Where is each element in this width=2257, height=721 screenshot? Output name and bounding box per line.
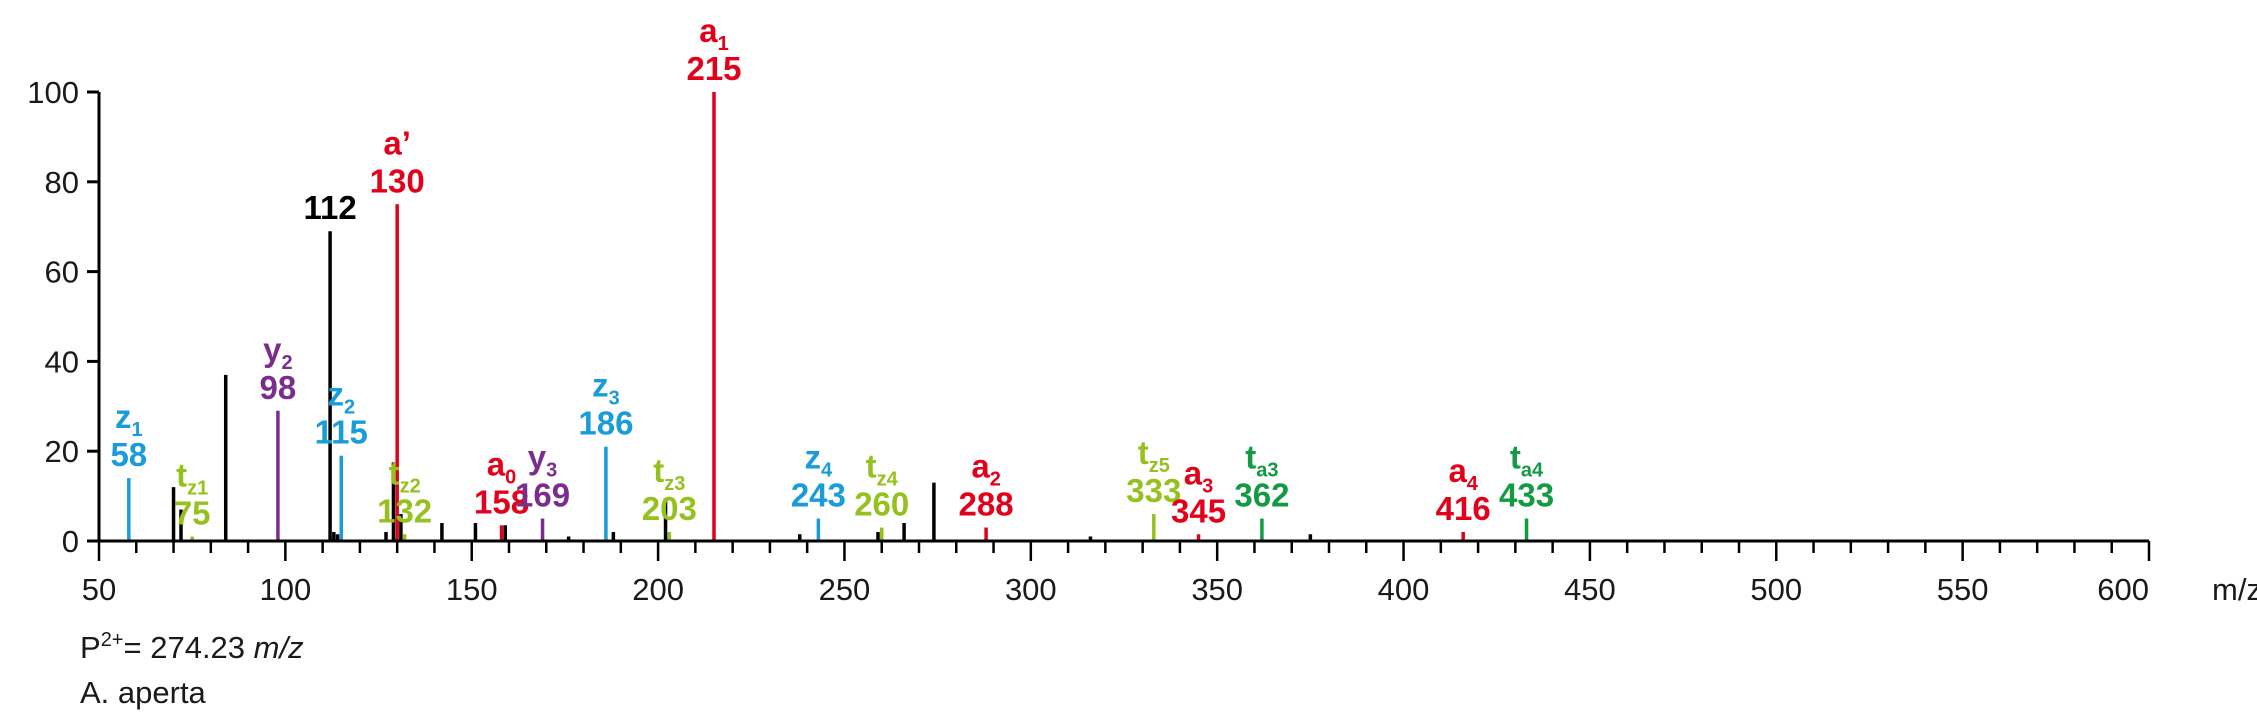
peak-ion-label: z2: [327, 376, 355, 419]
y-tick-label: 40: [45, 344, 79, 379]
y-tick-label: 80: [45, 165, 79, 200]
peaks: [127, 92, 1529, 541]
peak-mz-label: 333: [1126, 472, 1181, 509]
peak-mz-label: 186: [578, 405, 633, 442]
peak-ion-label: ta4: [1510, 439, 1544, 482]
peak-ion-label: tz3: [653, 452, 685, 495]
peak-mz-label: 243: [791, 477, 846, 514]
x-tick-label: 250: [819, 572, 871, 607]
precursor-unit: m/z: [254, 630, 304, 665]
x-tick-label: 50: [82, 572, 116, 607]
peak-ion-label: z1: [115, 398, 143, 441]
precursor-prefix: P: [80, 630, 101, 665]
x-tick-label: 550: [1937, 572, 1989, 607]
peak-ion-label: tz1: [176, 457, 208, 500]
peak-ion-label: ta3: [1245, 439, 1278, 482]
precursor-label: P2+= 274.23 m/z: [80, 629, 304, 665]
y-tick-label: 0: [62, 524, 79, 559]
x-tick-label: 600: [2097, 572, 2149, 607]
peak-mz-label: 58: [110, 436, 147, 473]
peak-ion-label: a3: [1184, 454, 1213, 497]
precursor-charge: 2+: [101, 629, 124, 651]
peak-ion-label: a0: [487, 445, 516, 488]
peak-mz-label: 158: [474, 483, 529, 520]
peak-mz-label: 112: [303, 189, 356, 226]
y-tick-label: 20: [45, 434, 79, 469]
x-tick-label: 400: [1378, 572, 1430, 607]
peak-mz-label: 215: [686, 50, 741, 87]
precursor-value: = 274.23: [124, 630, 254, 665]
peak-ion-label: a1: [699, 12, 728, 55]
peak-ion-label: tz4: [866, 448, 899, 491]
peak-ion-label: a’: [383, 124, 411, 161]
x-tick-label: 450: [1564, 572, 1616, 607]
peak-mz-label: 433: [1499, 477, 1554, 514]
peak-mz-label: 362: [1234, 477, 1289, 514]
peak-ion-label: a4: [1448, 452, 1478, 495]
peak-ion-label: tz2: [389, 454, 421, 497]
peak-ion-label: a2: [971, 448, 1000, 491]
peak-mz-label: 288: [959, 486, 1014, 523]
peak-mz-label: 169: [515, 477, 570, 514]
x-tick-label: 350: [1191, 572, 1243, 607]
peak-mz-label: 75: [174, 495, 211, 532]
x-tick-label: 500: [1750, 572, 1802, 607]
x-tick-label: 200: [632, 572, 684, 607]
peak-mz-label: 132: [377, 492, 432, 529]
peak-mz-label: 345: [1171, 492, 1226, 529]
x-axis-title: m/z: [2212, 572, 2257, 607]
x-tick-label: 150: [446, 572, 498, 607]
peak-ion-label: y2: [263, 331, 292, 374]
peak-ion-label: tz5: [1138, 434, 1170, 477]
y-tick-label: 100: [27, 75, 79, 110]
peak-mz-label: 130: [370, 162, 425, 199]
x-tick-label: 100: [259, 572, 311, 607]
x-tick-label: 300: [1005, 572, 1057, 607]
sample-name: A. aperta: [80, 675, 207, 710]
peak-mz-label: 98: [260, 369, 297, 406]
ticks: 0 20 40 60 80 100 50 100 150 200 250 300 350 400 450 50…: [27, 75, 2151, 607]
y-tick-label: 60: [45, 255, 79, 290]
peak-ion-label: y3: [528, 439, 557, 482]
peak-mz-label: 115: [315, 414, 368, 451]
peak-ion-label: z4: [805, 439, 834, 482]
peak-mz-label: 203: [642, 490, 697, 527]
peak-mz-label: 260: [854, 486, 909, 523]
peak-mz-label: 416: [1436, 490, 1491, 527]
peak-ion-label: z3: [592, 367, 620, 410]
axes: [97, 92, 2149, 543]
